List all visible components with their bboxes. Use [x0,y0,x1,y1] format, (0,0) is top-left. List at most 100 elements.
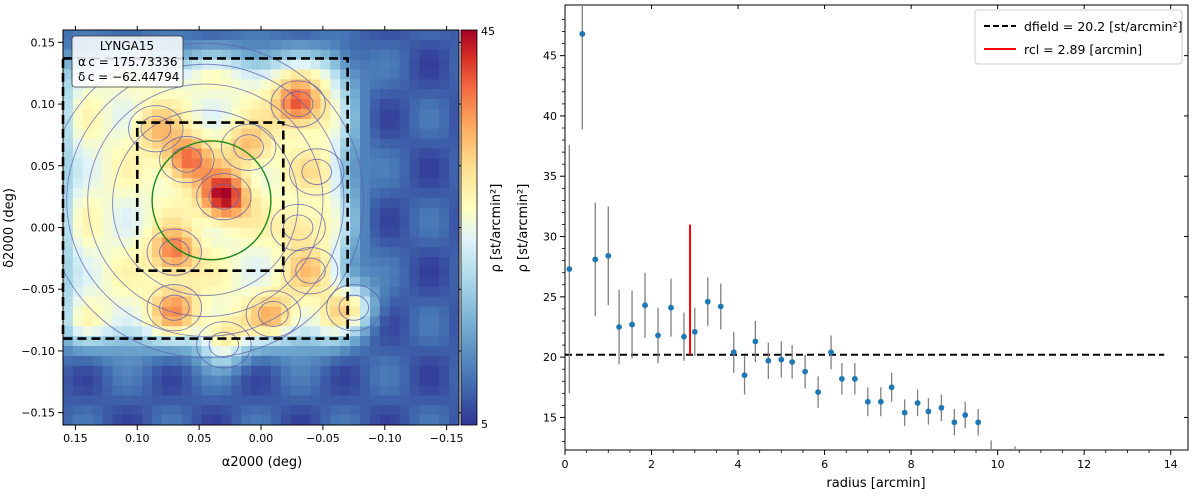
heatmap-cell [132,385,143,396]
heatmap-cell [409,128,420,140]
heatmap-cell [251,405,262,416]
heatmap-cell [152,30,163,41]
heatmap-cell [280,188,292,199]
heatmap-cell [261,188,272,199]
heatmap-cell [419,178,430,189]
peak-contour [208,183,240,210]
heatmap-cell [290,276,302,288]
heatmap-cell [419,49,430,61]
heatmap-cell [419,375,430,387]
heatmap-cell [221,326,232,337]
heatmap-cell [419,227,430,238]
heatmap-cell [102,276,114,288]
heatmap-cell [310,296,321,308]
map-x-tick-label: 0.15 [63,432,88,445]
heatmap-cell [270,207,282,219]
heatmap-cell [152,286,163,298]
heatmap-cell [112,178,123,189]
heatmap-cell [310,415,321,425]
heatmap-cell [231,267,242,278]
heatmap-cell [340,69,351,80]
map-ticks: 0.15 0.10 0.05 0.00 −0.05 −0.10 −0.15−0.15−0.1… [21,26,463,445]
heatmap-cell [122,247,133,258]
density-point [789,359,796,365]
heatmap-cell [142,178,153,189]
heatmap-cell [389,316,401,327]
heatmap-cell [350,316,361,327]
heatmap-cell [221,49,232,61]
heatmap-cell [389,39,401,51]
heatmap-cell [330,30,341,41]
heatmap-cell [63,326,74,337]
heatmap-cell [241,395,252,406]
heatmap-cell [82,365,94,377]
heatmap-cell [92,247,104,258]
heatmap-cell [221,405,232,416]
heatmap-cell [241,296,252,308]
heatmap-cell [389,405,401,416]
heatmap-cell [360,296,371,308]
heatmap-cell [300,276,312,288]
heatmap-cell [132,375,143,387]
heatmap-cell [251,188,262,199]
heatmap-cell [300,405,312,416]
heatmap-cell [171,375,183,387]
heatmap-cell [300,69,312,80]
heatmap-cell [399,326,411,337]
heatmap-cell [290,128,302,140]
heatmap-cell [379,79,391,90]
heatmap-cell [181,59,193,71]
heatmap-cell [389,188,401,199]
heatmap-cell [261,148,272,159]
heatmap-cell [231,59,242,71]
heatmap-cell [181,178,193,189]
heatmap-cell [201,375,213,387]
heatmap-cell [72,326,84,337]
heatmap-cell [102,128,114,140]
heatmap-cell [310,158,321,169]
heatmap-cell [132,89,143,100]
heatmap-cell [340,59,351,71]
heatmap-cell [122,355,133,367]
heatmap-cell [261,316,272,327]
heatmap-cell [181,257,193,268]
heatmap-cell [300,118,312,130]
heatmap-cell [251,395,262,406]
heatmap-cell [330,385,341,396]
heatmap-cell [449,148,459,159]
density-point [851,375,858,382]
heatmap-cell [261,296,272,308]
heatmap-cell [261,415,272,425]
heatmap-cell [162,158,173,169]
heatmap-cell [270,365,282,377]
heatmap-cell [63,296,74,308]
heatmap-cell [122,148,133,159]
peak-contour [159,136,215,184]
heatmap-cell [330,89,341,100]
heatmap-cell [369,326,381,337]
heatmap-cell [429,109,440,120]
heatmap-cell [162,178,173,189]
heatmap-cell [439,197,450,209]
heatmap-cell [449,326,459,337]
heatmap-cell [171,118,183,130]
heatmap-cell [162,99,173,110]
heatmap-cell [409,188,420,199]
heatmap-cell [231,118,242,130]
heatmap-cell [310,355,321,367]
heatmap-cell [360,276,371,288]
heatmap-cell [63,79,74,90]
heatmap-cell [102,148,114,159]
heatmap-cell [181,365,193,377]
heatmap-cell [231,79,242,90]
heatmap-cell [379,39,391,51]
heatmap-cell [181,336,193,347]
heatmap-cell [369,178,381,189]
heatmap-cell [280,375,292,387]
region-boxes [61,57,349,340]
heatmap-cell [171,346,183,357]
heatmap-cell [290,39,302,51]
heatmap-cell [389,128,401,140]
profile-x-label: radius [arcmin] [826,476,925,491]
